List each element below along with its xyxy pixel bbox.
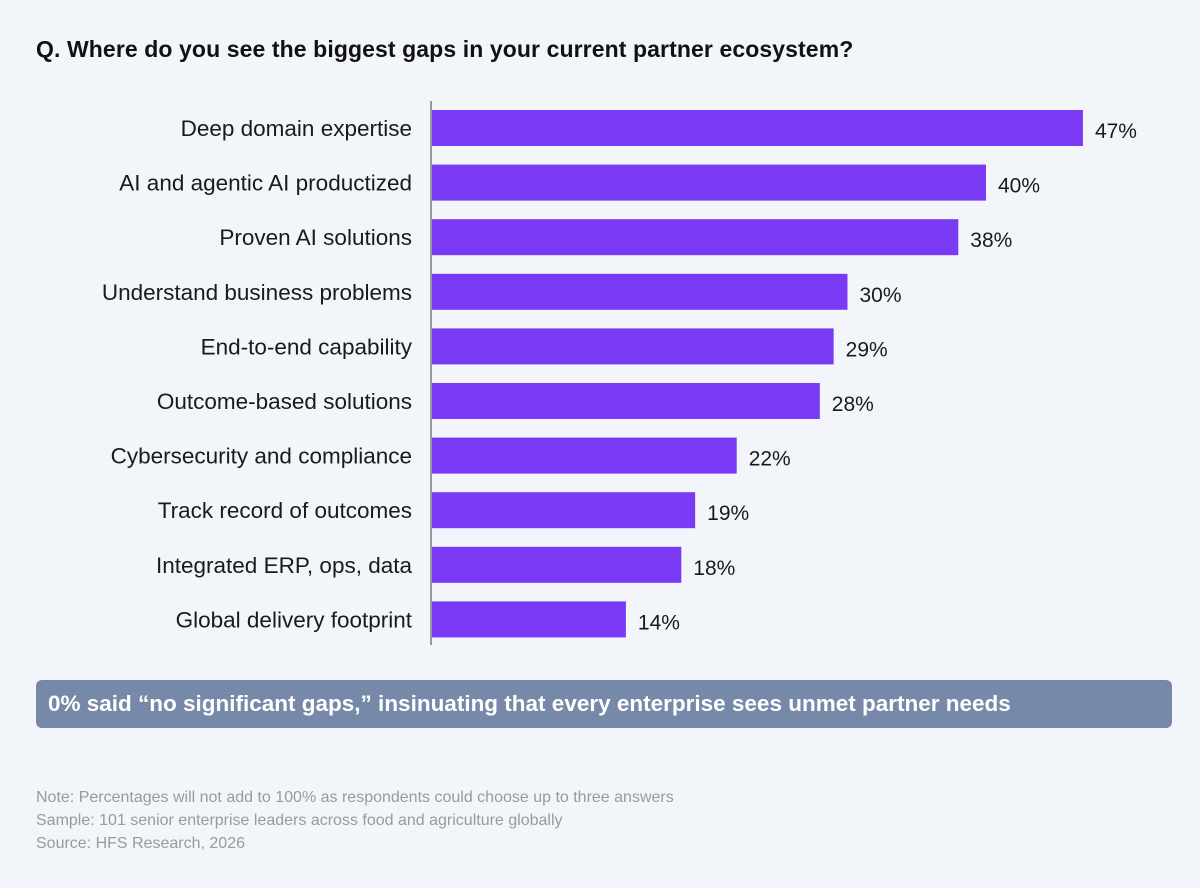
- bar: [432, 437, 737, 474]
- value-label: 18%: [693, 557, 735, 580]
- value-label: 40%: [998, 175, 1040, 198]
- category-label: Outcome-based solutions: [157, 389, 412, 414]
- bar: [432, 328, 834, 365]
- bar: [432, 601, 626, 638]
- callout-banner: 0% said “no significant gaps,” insinuati…: [36, 680, 1172, 728]
- value-label: 30%: [860, 284, 902, 307]
- footnote-sample: Sample: 101 senior enterprise leaders ac…: [36, 812, 563, 829]
- callout-text: 0% said “no significant gaps,” insinuati…: [48, 691, 1011, 716]
- value-label: 47%: [1095, 120, 1137, 143]
- bar-chart: Deep domain expertise 47% AI and agentic A…: [102, 101, 1137, 645]
- footnotes: Note: Percentages will not add to 100% a…: [36, 786, 674, 855]
- bar: [432, 492, 696, 529]
- value-label: 22%: [749, 448, 791, 471]
- bar: [432, 383, 820, 419]
- category-label: End-to-end capability: [201, 334, 413, 359]
- category-label: Track record of outcomes: [158, 498, 412, 523]
- bar: [432, 546, 682, 583]
- value-label: 29%: [846, 338, 888, 361]
- bar: [432, 273, 848, 310]
- category-label: Proven AI solutions: [219, 225, 412, 250]
- chart-title: Q. Where do you see the biggest gaps in …: [36, 36, 854, 62]
- category-label: Cybersecurity and compliance: [111, 444, 412, 469]
- value-label: 19%: [707, 502, 749, 525]
- category-label: Integrated ERP, ops, data: [156, 553, 413, 578]
- bar: [432, 164, 986, 201]
- bar: [432, 110, 1083, 146]
- category-label: AI and agentic AI productized: [119, 171, 412, 196]
- bar-chart-svg: Deep domain expertise 47% AI and agentic A…: [102, 101, 1137, 645]
- category-label: Global delivery footprint: [176, 607, 413, 632]
- value-label: 28%: [832, 393, 874, 416]
- bar: [432, 219, 959, 256]
- value-label: 38%: [970, 229, 1012, 252]
- value-label: 14%: [638, 611, 680, 634]
- footnote-note: Note: Percentages will not add to 100% a…: [36, 789, 674, 806]
- category-label: Deep domain expertise: [181, 116, 412, 141]
- footnote-source: Source: HFS Research, 2026: [36, 835, 245, 852]
- category-label: Understand business problems: [102, 280, 412, 305]
